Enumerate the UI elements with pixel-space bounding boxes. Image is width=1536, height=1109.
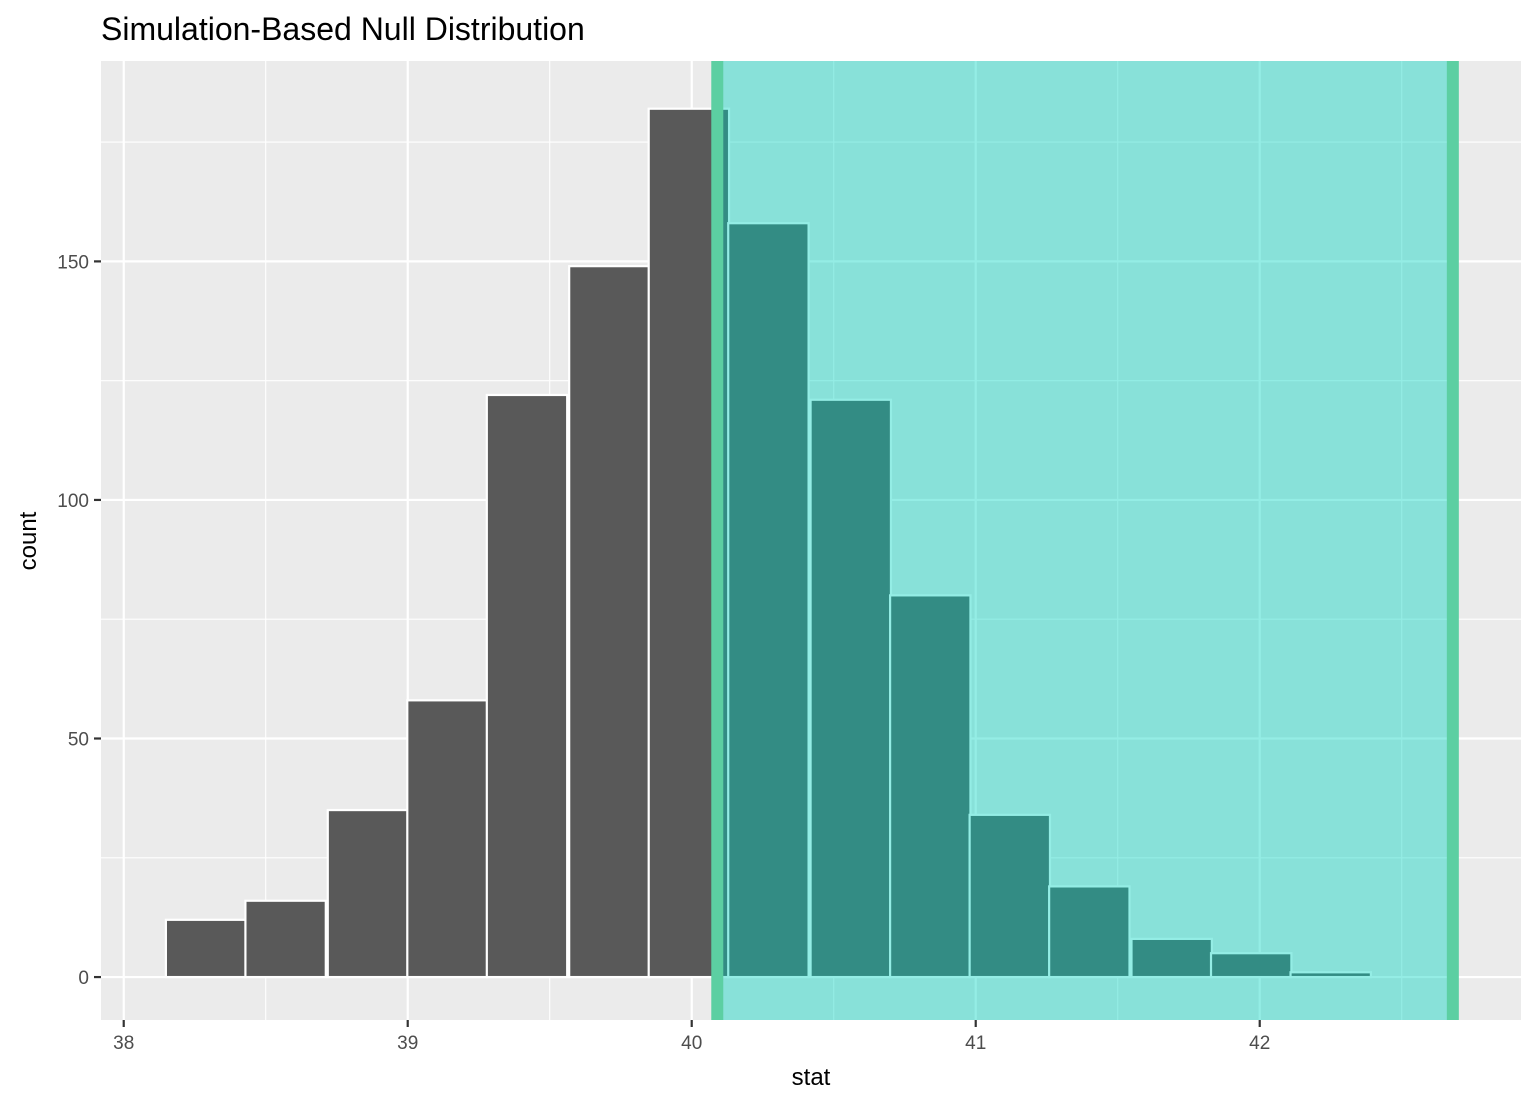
axes: 38 39 40 41 42 0 50 100 150 (57, 252, 1270, 1054)
histogram-bar (244, 899, 327, 979)
x-tick-label: 41 (965, 1033, 986, 1054)
y-tick-label: 0 (78, 968, 89, 989)
histogram-bar (568, 265, 651, 979)
histogram-bar (1289, 971, 1373, 979)
histogram-bar (809, 398, 893, 979)
y-axis-title: count (15, 511, 42, 570)
y-tick-label: 100 (57, 491, 89, 512)
histogram-bar (485, 393, 569, 979)
histogram-bar (1209, 952, 1293, 979)
shaded-region (717, 61, 1453, 1020)
histogram-bar (888, 594, 972, 979)
histogram-bar (727, 222, 810, 979)
x-tick-label: 38 (113, 1033, 134, 1054)
histogram-bar (406, 699, 489, 979)
x-axis-title: stat (792, 1064, 831, 1091)
y-tick-label: 150 (57, 252, 89, 273)
chart-title: Simulation-Based Null Distribution (101, 11, 585, 47)
histogram-bar (164, 918, 248, 979)
histogram-bar (968, 813, 1052, 979)
x-tick-label: 42 (1249, 1033, 1270, 1054)
x-tick-label: 40 (681, 1033, 702, 1054)
histogram-bar (326, 808, 410, 979)
histogram-bar (1130, 937, 1213, 979)
x-tick-label: 39 (397, 1033, 418, 1054)
histogram-bar (1048, 885, 1131, 979)
y-tick-label: 50 (68, 730, 89, 751)
